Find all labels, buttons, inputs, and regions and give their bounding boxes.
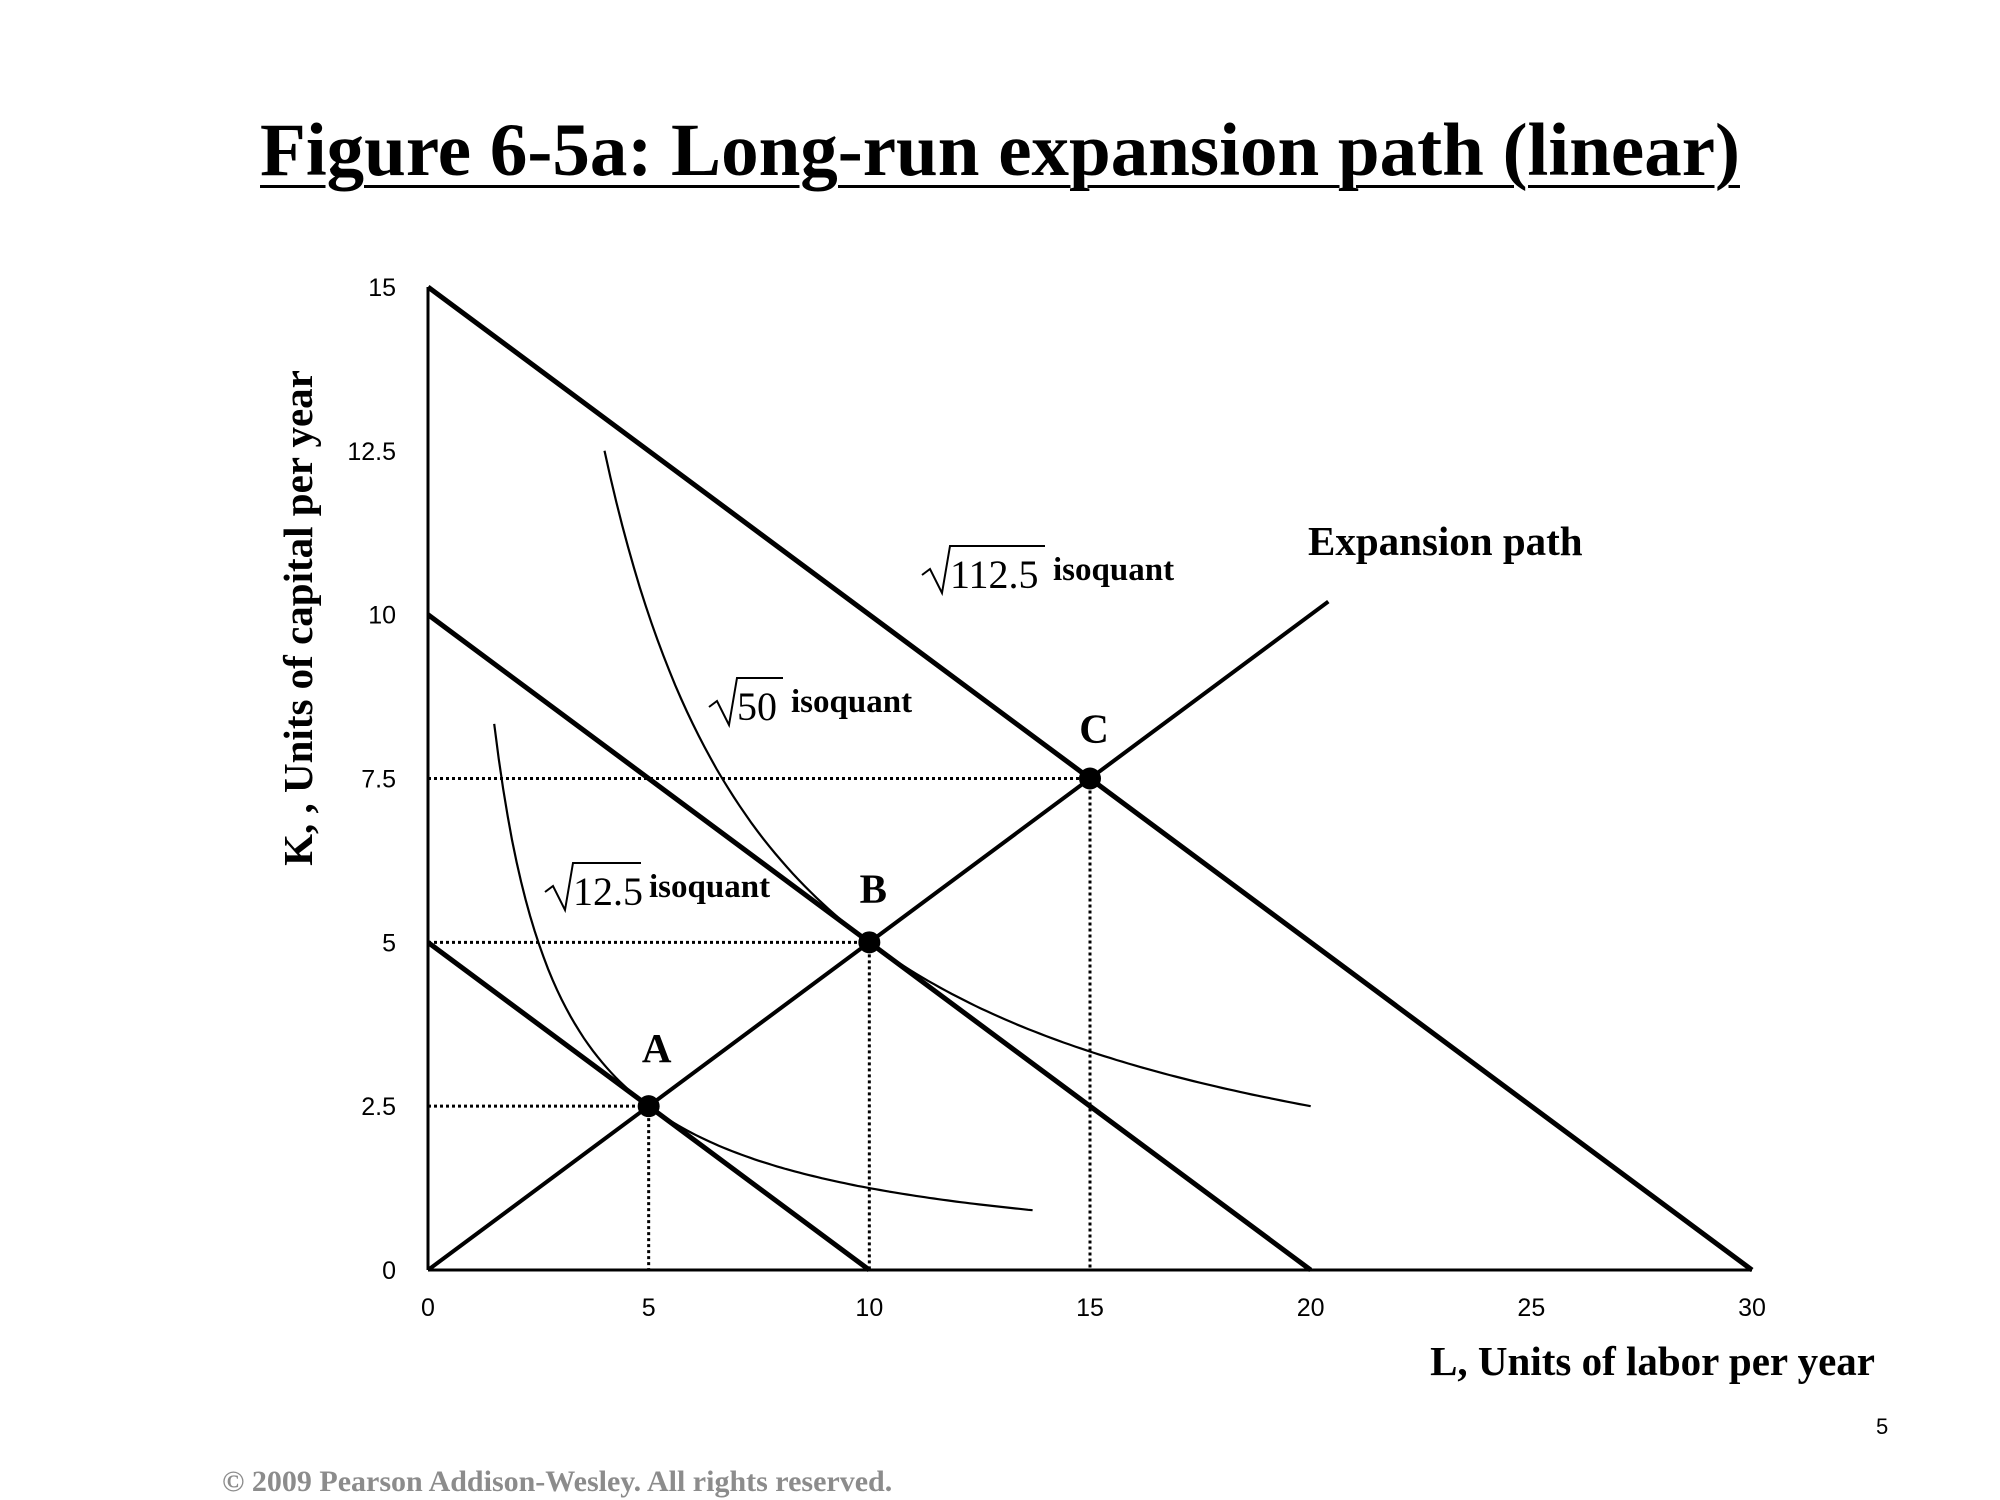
y-tick-label: 5 xyxy=(382,929,396,957)
x-tick-label: 30 xyxy=(1738,1294,1766,1322)
isoquant-curve-1 xyxy=(493,723,1033,1212)
expansion-path-label: Expansion path xyxy=(1308,518,1583,564)
copyright-footer: © 2009 Pearson Addison-Wesley. All right… xyxy=(222,1465,893,1498)
x-tick-label: 5 xyxy=(642,1294,656,1322)
point-label-C: C xyxy=(1079,706,1109,752)
point-B xyxy=(858,931,881,954)
y-tick-label: 10 xyxy=(368,602,396,630)
x-tick-label: 0 xyxy=(421,1294,435,1322)
isoquant-12-5-radicand: 12.5 xyxy=(573,869,643,914)
y-tick-label: 7.5 xyxy=(361,766,396,794)
isoquant-50-text: isoquant xyxy=(791,684,912,720)
isoquant-label-50: 50 isoquant xyxy=(708,677,912,729)
isoquant-112-5-radicand: 112.5 xyxy=(950,552,1039,597)
chart-title: Figure 6-5a: Long-run expansion path (li… xyxy=(260,109,1740,192)
x-axis-label: L, Units of labor per year xyxy=(1430,1338,1875,1384)
isoquant-label-12-5: 12.5 isoquant xyxy=(544,862,770,914)
tick-labels: 0 5 10 15 20 25 30 0 2.5 5 7.5 10 12.5 15 xyxy=(347,274,1766,1322)
isoquant-112-5-text: isoquant xyxy=(1053,552,1174,588)
point-label-B: B xyxy=(860,865,887,911)
x-tick-label: 25 xyxy=(1517,1294,1545,1322)
guide-lines xyxy=(428,777,1092,1270)
point-A xyxy=(637,1095,660,1118)
x-tick-label: 20 xyxy=(1297,1294,1325,1322)
isoquant-50-radicand: 50 xyxy=(737,684,777,729)
y-tick-label: 0 xyxy=(382,1257,396,1285)
isoquant-label-112-5: 112.5 isoquant xyxy=(921,545,1174,597)
point-C xyxy=(1079,767,1101,790)
page-number: 5 xyxy=(1876,1414,1889,1439)
y-axis-label: K, , Units of capital per year xyxy=(275,370,321,866)
y-tick-label: 2.5 xyxy=(361,1093,396,1121)
axes xyxy=(426,287,1752,1272)
point-label-A: A xyxy=(642,1025,672,1071)
chart-points: A B C xyxy=(637,706,1109,1118)
x-tick-label: 15 xyxy=(1076,1294,1104,1322)
isoquant-12-5-text: isoquant xyxy=(649,869,770,905)
isoquant-curve-2 xyxy=(603,450,1311,1108)
x-tick-label: 10 xyxy=(855,1294,883,1322)
y-tick-label: 12.5 xyxy=(347,438,396,466)
y-tick-label: 15 xyxy=(368,274,396,302)
